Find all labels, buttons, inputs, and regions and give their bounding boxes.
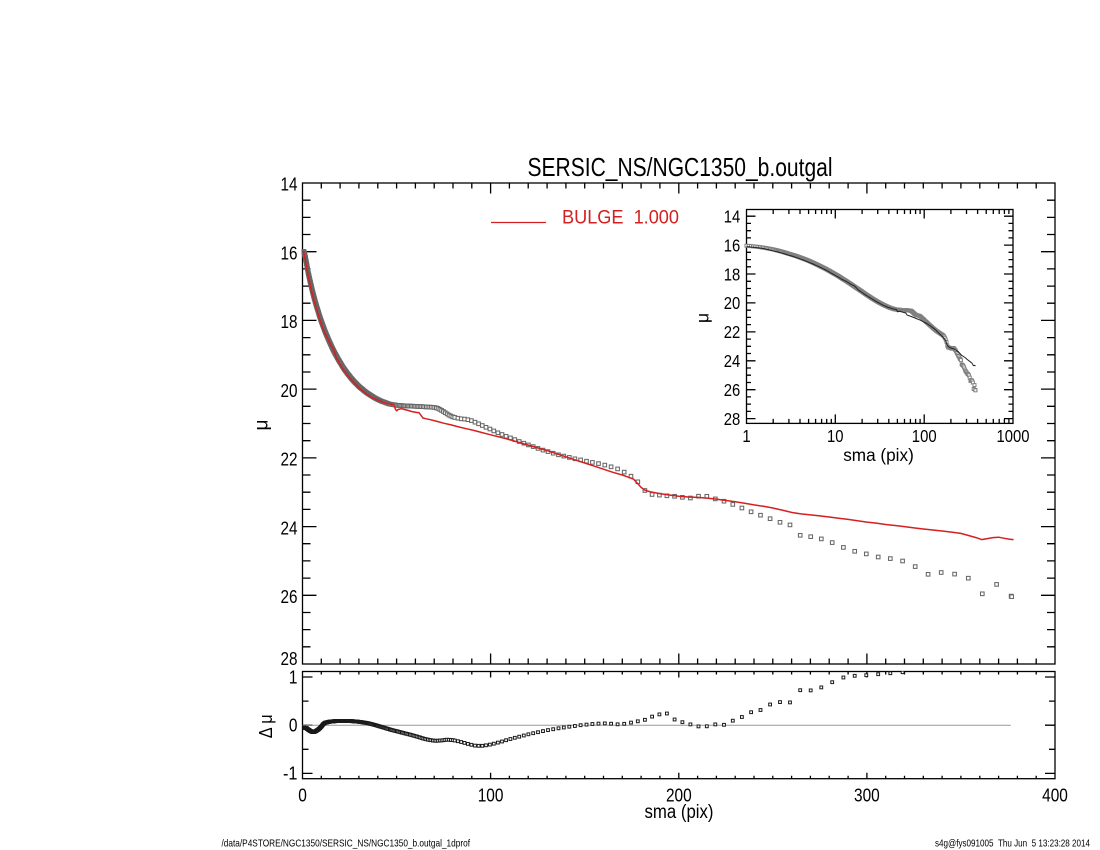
svg-text:400: 400 [1042,785,1068,805]
svg-text:200: 200 [666,785,692,805]
svg-text:Δ μ: Δ μ [256,714,276,738]
svg-text:s4g@fys091005 Thu Jun 5 13:2: s4g@fys091005 Thu Jun 5 13:23:28 2014 [935,838,1090,850]
svg-text:24: 24 [281,518,298,538]
svg-text:100: 100 [912,426,937,446]
svg-text:0: 0 [298,785,307,805]
svg-text:μ: μ [693,313,713,323]
svg-text:26: 26 [724,380,741,400]
svg-text:1: 1 [742,426,750,446]
svg-text:sma (pix): sma (pix) [843,445,914,465]
svg-text:14: 14 [724,207,741,227]
svg-text:24: 24 [724,351,741,371]
svg-text:0: 0 [289,716,298,736]
svg-text:μ: μ [252,420,273,431]
svg-text:-1: -1 [283,764,298,784]
svg-text:22: 22 [281,450,298,470]
svg-text:28: 28 [724,409,741,429]
svg-text:1: 1 [289,667,298,687]
svg-text:16: 16 [724,235,741,255]
svg-text:20: 20 [281,381,298,401]
svg-text:18: 18 [281,312,298,332]
svg-text:sma (pix): sma (pix) [645,802,714,823]
svg-text:10: 10 [827,426,844,446]
svg-text:14: 14 [281,175,298,195]
svg-text:/data/P4STORE/NGC1350/SERSIC_N: /data/P4STORE/NGC1350/SERSIC_NS/NGC1350_… [222,837,471,849]
svg-text:300: 300 [854,785,880,805]
svg-text:BULGE 1.000: BULGE 1.000 [562,208,679,229]
svg-text:28: 28 [281,649,298,669]
svg-text:100: 100 [478,785,504,805]
svg-text:20: 20 [724,293,741,313]
svg-text:18: 18 [724,264,741,284]
svg-text:26: 26 [281,587,298,607]
svg-text:16: 16 [281,243,298,263]
svg-text:22: 22 [724,322,741,342]
svg-text:SERSIC_NS/NGC1350_b.outgal: SERSIC_NS/NGC1350_b.outgal [528,152,833,182]
svg-text:1000: 1000 [997,426,1030,446]
